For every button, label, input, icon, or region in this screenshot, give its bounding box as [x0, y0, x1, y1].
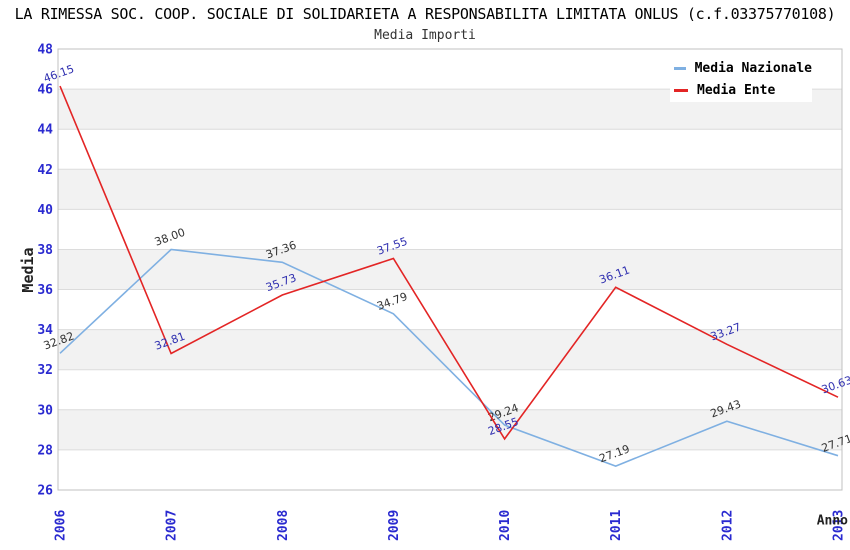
point-label: 38.00 — [153, 226, 187, 249]
x-tick-label: 2013 — [832, 510, 847, 541]
y-tick-label: 34 — [37, 323, 53, 338]
point-label: 30.63 — [820, 373, 850, 396]
point-label: 34.79 — [375, 290, 409, 313]
plot-border — [57, 48, 843, 491]
series-line-media-ente — [59, 85, 839, 441]
grid-band — [58, 169, 842, 210]
y-tick-label: 42 — [37, 163, 53, 178]
y-tick-label: 36 — [37, 283, 53, 298]
y-tick-label: 46 — [37, 83, 53, 98]
x-axis-title: Anno — [816, 513, 848, 529]
legend-label-media-nazionale: Media Nazionale — [694, 60, 812, 76]
x-tick-label: 2010 — [498, 510, 513, 541]
media-nazionale-line-swatch — [674, 66, 686, 70]
legend-item-media-ente: Media Ente — [674, 83, 812, 98]
point-label: 46.15 — [42, 62, 76, 85]
legend-label-media-ente: Media Ente — [697, 82, 776, 98]
x-tick-label: 2012 — [720, 510, 735, 541]
x-tick-label: 2009 — [387, 510, 402, 541]
x-tick-label: 2008 — [276, 510, 291, 541]
legend-item-media-nazionale: Media Nazionale — [674, 61, 812, 76]
legend: Media Nazionale Media Ente — [670, 56, 812, 102]
y-tick-label: 38 — [37, 243, 53, 258]
y-tick-label: 26 — [37, 484, 53, 499]
x-tick-label: 2011 — [609, 510, 624, 541]
y-tick-label: 48 — [37, 43, 53, 58]
y-tick-label: 28 — [37, 443, 53, 458]
y-tick-label: 32 — [37, 363, 53, 378]
chart-subtitle: Media Importi — [374, 28, 476, 43]
y-tick-label: 30 — [37, 403, 53, 418]
y-axis-title: Media — [19, 247, 37, 293]
y-tick-label: 44 — [37, 123, 53, 138]
x-tick-label: 2007 — [165, 510, 180, 541]
y-tick-label: 40 — [37, 203, 53, 218]
x-tick-label: 2006 — [54, 510, 69, 541]
grid-band — [58, 409, 842, 450]
series-line-media-nazionale — [59, 248, 839, 467]
media-ente-line-swatch — [674, 88, 688, 92]
chart-title: LA RIMESSA SOC. COOP. SOCIALE DI SOLIDAR… — [14, 5, 836, 23]
grid-band — [58, 249, 842, 290]
